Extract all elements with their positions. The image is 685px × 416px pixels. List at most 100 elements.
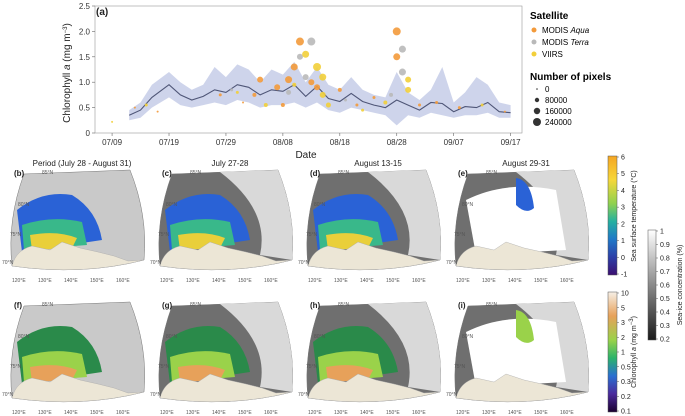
- data-point-terra: [398, 68, 406, 76]
- lon-label: 120°E: [12, 278, 26, 284]
- data-point-aqua: [355, 103, 359, 107]
- ice-region: [368, 302, 441, 392]
- lon-label: 140°E: [360, 278, 374, 284]
- map-panel-label: (c): [162, 169, 172, 178]
- lat-label: 80°N: [314, 334, 326, 340]
- lat-label: 75°N: [10, 364, 22, 370]
- open-water-region: [466, 186, 566, 255]
- x-axis-label: Date: [295, 150, 317, 161]
- data-region: [516, 178, 534, 211]
- chlorophyll-time-series-chart: (a) 0 0.5 1.0 1.5 2.0 2.5 07/09 07/19 07/29 08/08…: [62, 2, 523, 161]
- chl-colorbar-ticks: 10 5 3 2 1 0.5 0.3 0.2 0.1: [617, 291, 631, 416]
- lon-label: 150°E: [386, 278, 400, 284]
- data-point-viirs: [480, 103, 484, 107]
- map-panel-g: (g) 85°N 80°N 75°N 70°N 120°E 130°E 140°E 150°E 1…: [150, 301, 293, 416]
- data-point-aqua: [218, 93, 222, 97]
- data-point-aqua: [252, 92, 257, 97]
- map-panel-label: (f): [14, 301, 22, 310]
- legend: Satellite MODIS Aqua MODIS Terra VIIRS Num…: [530, 11, 612, 127]
- legend-size-label: 240000: [545, 118, 572, 127]
- data-point-aqua: [156, 110, 159, 113]
- data-point-aqua: [295, 37, 304, 46]
- colorbar-tick-label: 4: [621, 188, 625, 195]
- map-panel-b: (b) Period (July 28 - August 31) 85°N 80°N 7…: [2, 159, 145, 284]
- data-point-aqua: [393, 53, 401, 61]
- lon-label: 160°E: [264, 410, 278, 416]
- lon-label: 150°E: [90, 410, 104, 416]
- lat-label: 70°N: [150, 392, 162, 398]
- lon-label: 120°E: [308, 410, 322, 416]
- lat-label: 75°N: [306, 364, 318, 370]
- legend-series-label: MODIS Terra: [542, 38, 589, 47]
- legend-sizes: 0 80000 160000 240000: [533, 85, 572, 127]
- open-water-region: [466, 318, 566, 387]
- lon-label: 140°E: [64, 278, 78, 284]
- band-area: [129, 61, 511, 126]
- legend-series: MODIS Aqua MODIS Terra VIIRS: [531, 26, 590, 59]
- data-point-terra: [230, 88, 234, 92]
- lon-label: 150°E: [238, 410, 252, 416]
- lat-label: 85°N: [42, 170, 54, 176]
- data-point-aqua: [290, 63, 298, 71]
- data-point-terra: [344, 98, 348, 102]
- lon-label: 160°E: [116, 278, 130, 284]
- map-panel-h: (h) 85°N 80°N 75°N 70°N 120°E 130°E 140°E 150°E 1…: [298, 301, 441, 416]
- legend-size-label: 0: [545, 85, 550, 94]
- lon-label: 140°E: [212, 278, 226, 284]
- data-point-aqua: [285, 76, 293, 84]
- lon-label: 120°E: [12, 410, 26, 416]
- land-area: [307, 241, 441, 271]
- data-point-viirs: [302, 50, 310, 58]
- lon-label: 130°E: [334, 410, 348, 416]
- data-point-viirs: [319, 91, 326, 98]
- lat-label: 85°N: [338, 302, 350, 308]
- legend-size-marker: [533, 118, 541, 126]
- lon-label: 120°E: [160, 278, 174, 284]
- lat-label: 80°N: [462, 202, 474, 208]
- map-panel-title: August 13-15: [354, 159, 402, 168]
- data-point-terra: [302, 74, 309, 81]
- map-panel-i: (i) 85°N 80°N 75°N 70°N 120°E 130°E 140°E 150°E 1…: [446, 301, 589, 416]
- lon-label: 130°E: [186, 278, 200, 284]
- lon-label: 130°E: [186, 410, 200, 416]
- data-point-aqua: [274, 84, 281, 91]
- colorbar-tick-label: 0.7: [660, 269, 670, 276]
- lon-label: 140°E: [360, 410, 374, 416]
- data-point-viirs: [263, 103, 268, 108]
- lon-label: 130°E: [38, 278, 52, 284]
- data-point-viirs: [235, 90, 239, 94]
- colorbar-tick-label: 5: [621, 171, 625, 178]
- lat-label: 80°N: [166, 334, 178, 340]
- colorbar-tick-label: 3: [621, 320, 625, 327]
- legend-marker: [531, 27, 537, 33]
- legend-marker: [531, 51, 537, 57]
- y-tick-label: 0: [86, 129, 91, 138]
- map-panel-label: (b): [14, 169, 25, 178]
- lat-label: 85°N: [42, 302, 54, 308]
- map-panel-label: (g): [162, 301, 173, 310]
- colorbar-tick-label: 0.5: [621, 364, 631, 371]
- sst-colorbar: 6 5 4 3 2 1 0 -1 Sea surface temperature (°C): [607, 155, 638, 279]
- lat-label: 85°N: [190, 170, 202, 176]
- colorbar-tick-label: 0.5: [660, 296, 670, 303]
- lat-label: 85°N: [190, 302, 202, 308]
- ice-colorbar-label: Sea-ice concentration (%): [677, 245, 684, 326]
- legend-size-title: Number of pixels: [530, 72, 612, 83]
- legend-size-label: 80000: [545, 96, 568, 105]
- data-point-aqua: [133, 106, 136, 109]
- lat-label: 85°N: [486, 170, 498, 176]
- lon-label: 140°E: [64, 410, 78, 416]
- colorbar-tick-label: 0: [621, 255, 625, 262]
- data-point-terra: [307, 37, 316, 46]
- lon-label: 150°E: [386, 410, 400, 416]
- colorbar-tick-label: 0.6: [660, 283, 670, 290]
- ice-region: [220, 170, 293, 260]
- ice-region: [516, 170, 589, 260]
- lat-label: 80°N: [462, 334, 474, 340]
- land-area: [307, 373, 441, 403]
- colorbar-tick-label: 0.1: [621, 409, 631, 416]
- y-tick-label: 0.5: [79, 104, 91, 113]
- data-point-viirs: [111, 120, 114, 123]
- data-point-viirs: [319, 73, 327, 81]
